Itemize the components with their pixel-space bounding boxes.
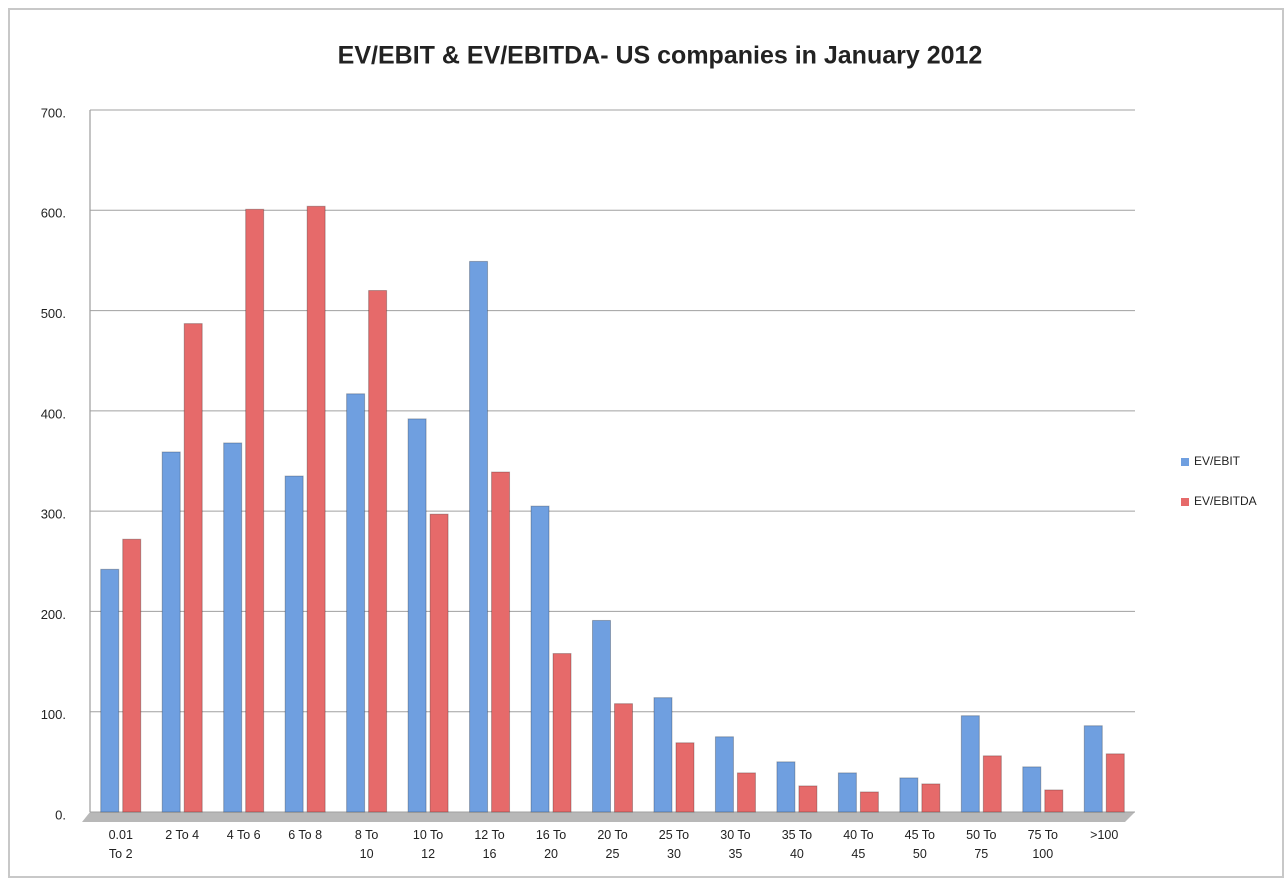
x-tick-label: 35 To 40 bbox=[781, 828, 813, 861]
x-tick-label: 10 To 12 bbox=[412, 828, 444, 861]
x-tick-label: 25 To 30 bbox=[658, 828, 690, 861]
bar bbox=[1105, 753, 1125, 813]
bar bbox=[161, 451, 181, 813]
y-tick-label: 0. bbox=[55, 807, 66, 822]
y-tick-label: 500. bbox=[41, 306, 66, 321]
y-tick-label: 300. bbox=[41, 507, 66, 522]
bar bbox=[469, 260, 489, 813]
x-tick-label: 45 To 50 bbox=[904, 828, 936, 861]
bar bbox=[429, 513, 449, 813]
y-tick-label: 100. bbox=[41, 707, 66, 722]
x-tick-label: 20 To 25 bbox=[597, 828, 628, 861]
bar bbox=[899, 777, 919, 813]
bar bbox=[1044, 789, 1064, 813]
bar bbox=[284, 475, 304, 813]
bar bbox=[223, 442, 243, 813]
x-tick-label: 6 To 8 bbox=[288, 828, 323, 842]
x-tick-label: 50 To 75 bbox=[966, 828, 997, 861]
chart-frame bbox=[8, 8, 1284, 878]
bar bbox=[960, 715, 980, 813]
bar bbox=[776, 761, 796, 813]
bar bbox=[183, 323, 203, 813]
bar bbox=[653, 697, 673, 813]
bar bbox=[837, 772, 857, 813]
x-tick-label: 12 To 16 bbox=[474, 828, 505, 861]
x-tick-label: 75 To 100 bbox=[1027, 828, 1058, 861]
bar bbox=[736, 772, 756, 813]
legend-label: EV/EBITDA bbox=[1194, 494, 1257, 508]
bar bbox=[592, 619, 611, 813]
x-tick-label: 8 To 10 bbox=[354, 828, 379, 861]
legend-swatch bbox=[1181, 498, 1189, 506]
bar bbox=[859, 791, 879, 813]
floor bbox=[82, 812, 1135, 822]
bar bbox=[368, 290, 388, 813]
bar bbox=[675, 742, 695, 813]
bar bbox=[407, 418, 427, 813]
bar bbox=[1022, 766, 1042, 813]
y-tick-label: 600. bbox=[41, 206, 66, 221]
bar bbox=[491, 471, 511, 813]
x-tick-label: 30 To 35 bbox=[720, 828, 751, 861]
bar bbox=[306, 205, 326, 813]
bar bbox=[798, 785, 818, 813]
y-tick-label: 200. bbox=[41, 607, 66, 622]
x-tick-label: 16 To 20 bbox=[535, 828, 567, 861]
x-tick-label: 2 To 4 bbox=[165, 828, 200, 842]
x-tick-label: >100 bbox=[1090, 828, 1119, 842]
bar bbox=[122, 538, 142, 813]
bar bbox=[245, 208, 265, 813]
legend-label: EV/EBIT bbox=[1194, 454, 1241, 468]
bar bbox=[530, 505, 550, 813]
y-tick-label: 400. bbox=[41, 406, 66, 421]
bar bbox=[100, 568, 120, 813]
x-tick-label: 4 To 6 bbox=[226, 828, 261, 842]
x-tick-label: 0.01 To 2 bbox=[108, 828, 133, 861]
bar bbox=[552, 653, 572, 813]
x-tick-label: 40 To 45 bbox=[843, 828, 874, 861]
bar bbox=[714, 736, 734, 813]
y-tick-label: 700. bbox=[41, 105, 66, 120]
bar bbox=[1083, 725, 1103, 813]
legend-swatch bbox=[1181, 458, 1189, 466]
chart-title: EV/EBIT & EV/EBITDA- US companies in Jan… bbox=[338, 42, 983, 70]
bar bbox=[982, 755, 1002, 813]
bar bbox=[921, 783, 941, 813]
bar bbox=[614, 703, 633, 813]
bar bbox=[346, 393, 366, 813]
